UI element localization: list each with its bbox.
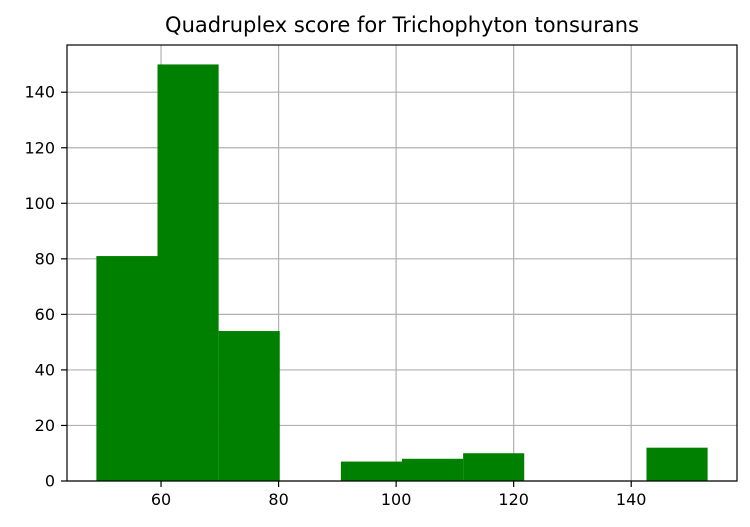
y-tick-label: 0: [45, 472, 55, 491]
chart-title: Quadruplex score for Trichophyton tonsur…: [165, 13, 639, 37]
y-tick-label: 120: [24, 138, 55, 157]
y-tick-label: 20: [35, 416, 55, 435]
y-tick-label: 80: [35, 249, 55, 268]
axes: [61, 44, 738, 487]
histogram-bar: [157, 64, 219, 482]
y-tick-label: 60: [35, 305, 55, 324]
histogram-bar: [218, 331, 280, 481]
histogram-bar: [96, 256, 158, 481]
histogram-bar: [402, 458, 464, 481]
tick-labels: 60 80 100 120 140 0 20 40 60 80 100 120 140: [24, 83, 646, 509]
x-tick-label: 60: [151, 490, 171, 509]
x-tick-label: 80: [268, 490, 288, 509]
y-tick-label: 140: [24, 83, 55, 102]
histogram-bar: [463, 453, 525, 481]
bars: [96, 64, 708, 482]
y-tick-label: 40: [35, 360, 55, 379]
plot-frame: [66, 44, 738, 482]
x-tick-label: 140: [616, 490, 647, 509]
y-tick-label: 100: [24, 194, 55, 213]
histogram-bar: [646, 447, 708, 481]
x-tick-label: 100: [381, 490, 412, 509]
histogram-bar: [340, 461, 402, 481]
x-tick-label: 120: [498, 490, 529, 509]
